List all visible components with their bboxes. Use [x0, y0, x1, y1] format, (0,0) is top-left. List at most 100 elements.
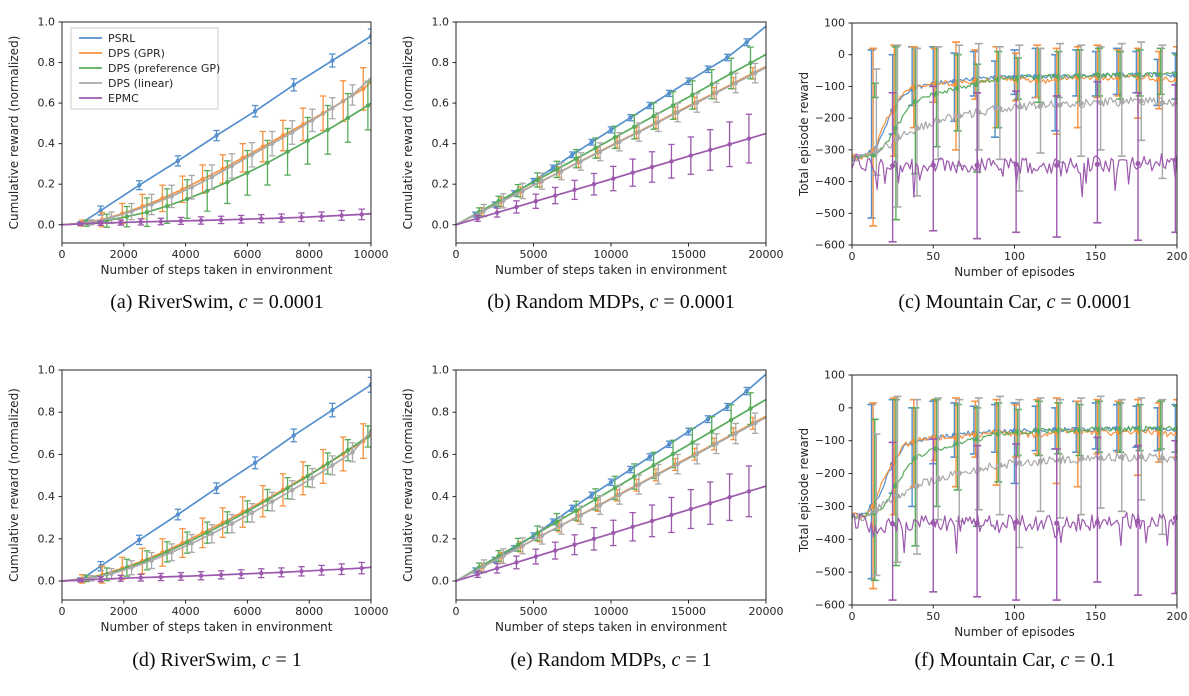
caption-chart-b: (b) Random MDPs, c = 0.0001	[411, 291, 811, 314]
svg-text:−300: −300	[815, 500, 845, 513]
svg-text:4000: 4000	[172, 605, 200, 618]
svg-text:−400: −400	[815, 533, 845, 546]
svg-text:0.0: 0.0	[432, 575, 450, 588]
svg-text:50: 50	[926, 250, 940, 263]
series-dps-preference-gp-	[456, 46, 766, 226]
svg-text:0.4: 0.4	[38, 490, 56, 503]
svg-text:Number of episodes: Number of episodes	[954, 265, 1075, 279]
caption-b-prefix: (b) Random MDPs,	[487, 291, 650, 313]
svg-text:0.8: 0.8	[432, 56, 450, 69]
series-dps-linear-	[852, 395, 1177, 577]
svg-text:Number of steps taken in envir: Number of steps taken in environment	[101, 620, 333, 634]
svg-text:Cumulative reward (normalized): Cumulative reward (normalized)	[7, 388, 21, 582]
svg-text:EPMC: EPMC	[108, 92, 139, 105]
svg-text:5000: 5000	[520, 605, 548, 618]
svg-text:DPS (linear): DPS (linear)	[108, 77, 173, 90]
caption-a-prefix: (a) RiverSwim,	[110, 291, 239, 313]
caption-b-mathvar: c	[649, 291, 659, 313]
series-epmc	[62, 208, 371, 227]
svg-text:DPS (preference GP): DPS (preference GP)	[108, 62, 220, 75]
svg-text:0.2: 0.2	[38, 532, 56, 545]
svg-text:−200: −200	[815, 112, 845, 125]
svg-text:200: 200	[1167, 250, 1188, 263]
series-dps-linear-	[456, 62, 766, 226]
svg-text:−400: −400	[815, 175, 845, 188]
svg-text:8000: 8000	[295, 605, 323, 618]
chart-a: 0 2000 4000 6000 8000 10000 0.0 0.2 0.4 0.6 0.8 1.0…	[7, 16, 389, 278]
svg-text:0: 0	[849, 250, 856, 263]
chart-e: 0 5000 10000 15000 20000 0.0 0.2 0.4 0.6 0.8 1.0 Nu…	[401, 364, 784, 635]
series-dps-linear-	[852, 41, 1177, 208]
caption-c-value: = 0.0001	[1055, 291, 1132, 313]
svg-text:−600: −600	[815, 239, 845, 252]
svg-text:0.8: 0.8	[38, 406, 56, 419]
svg-text:0.4: 0.4	[432, 490, 450, 503]
series-epmc	[62, 561, 371, 583]
legend: PSRL DPS (GPR) DPS (preference GP) DPS (lin…	[70, 27, 220, 110]
svg-text:0: 0	[59, 248, 66, 261]
svg-text:1.0: 1.0	[38, 16, 56, 29]
caption-f-mathvar: c	[1060, 649, 1070, 671]
caption-f-value: = 0.1	[1069, 649, 1116, 671]
svg-text:10000: 10000	[594, 248, 629, 261]
svg-text:6000: 6000	[233, 248, 261, 261]
svg-text:15000: 15000	[671, 605, 706, 618]
svg-text:10000: 10000	[594, 605, 629, 618]
svg-text:Number of steps taken in envir: Number of steps taken in environment	[495, 620, 727, 634]
series-dps-preference-gp-	[852, 45, 1177, 221]
svg-text:2000: 2000	[110, 605, 138, 618]
svg-text:2000: 2000	[110, 248, 138, 261]
svg-text:0.8: 0.8	[432, 406, 450, 419]
series-dps-preference-gp-	[456, 392, 766, 582]
svg-text:0.8: 0.8	[38, 56, 56, 69]
svg-text:Total episode reward: Total episode reward	[797, 428, 811, 553]
svg-text:0: 0	[453, 248, 460, 261]
svg-text:0: 0	[59, 605, 66, 618]
chart-c: 0 50 100 150 200 100 0 −100 −200 −300 −400 −500 −600…	[797, 17, 1188, 280]
svg-text:8000: 8000	[295, 248, 323, 261]
svg-text:−100: −100	[815, 434, 845, 447]
svg-text:Cumulative reward (normalized): Cumulative reward (normalized)	[7, 36, 21, 230]
svg-text:Number of episodes: Number of episodes	[954, 625, 1075, 639]
caption-d-mathvar: c	[261, 649, 271, 671]
svg-text:150: 150	[1085, 610, 1106, 623]
caption-e-prefix: (e) Random MDPs,	[510, 649, 672, 671]
svg-text:0: 0	[453, 605, 460, 618]
series-epmc	[456, 465, 766, 582]
caption-d-value: = 1	[270, 649, 302, 671]
svg-text:100: 100	[1004, 250, 1025, 263]
svg-text:0.6: 0.6	[432, 97, 450, 110]
svg-text:0.6: 0.6	[38, 448, 56, 461]
svg-text:0.6: 0.6	[432, 448, 450, 461]
svg-text:0.0: 0.0	[38, 575, 56, 588]
svg-text:−500: −500	[815, 566, 845, 579]
series-dps-gpr-	[62, 423, 371, 584]
svg-text:Cumulative reward (normalized): Cumulative reward (normalized)	[401, 388, 415, 582]
caption-b-value: = 0.0001	[658, 291, 735, 313]
svg-text:1.0: 1.0	[432, 16, 450, 29]
caption-a-value: = 0.0001	[247, 291, 324, 313]
svg-text:0.4: 0.4	[432, 137, 450, 150]
svg-text:PSRL: PSRL	[108, 32, 136, 45]
chart-d: 0 2000 4000 6000 8000 10000 0.0 0.2 0.4 0.6 0.8 1.0…	[7, 364, 389, 635]
svg-text:1.0: 1.0	[38, 364, 56, 377]
svg-text:100: 100	[824, 369, 845, 382]
caption-e-value: = 1	[680, 649, 712, 671]
svg-text:5000: 5000	[520, 248, 548, 261]
svg-text:1.0: 1.0	[432, 364, 450, 377]
svg-text:0.0: 0.0	[38, 218, 56, 231]
series-dps-preference-gp-	[62, 80, 371, 228]
svg-text:Number of steps taken in envir: Number of steps taken in environment	[495, 263, 727, 277]
svg-text:100: 100	[1004, 610, 1025, 623]
svg-text:15000: 15000	[671, 248, 706, 261]
series-psrl	[456, 373, 766, 582]
series-epmc	[852, 436, 1177, 601]
caption-chart-d: (d) RiverSwim, c = 1	[17, 649, 417, 672]
series-dps-linear-	[62, 77, 371, 226]
caption-chart-c: (c) Mountain Car, c = 0.0001	[815, 291, 1189, 314]
series-dps-linear-	[62, 430, 371, 582]
series-psrl	[456, 25, 766, 226]
svg-text:10000: 10000	[354, 248, 389, 261]
